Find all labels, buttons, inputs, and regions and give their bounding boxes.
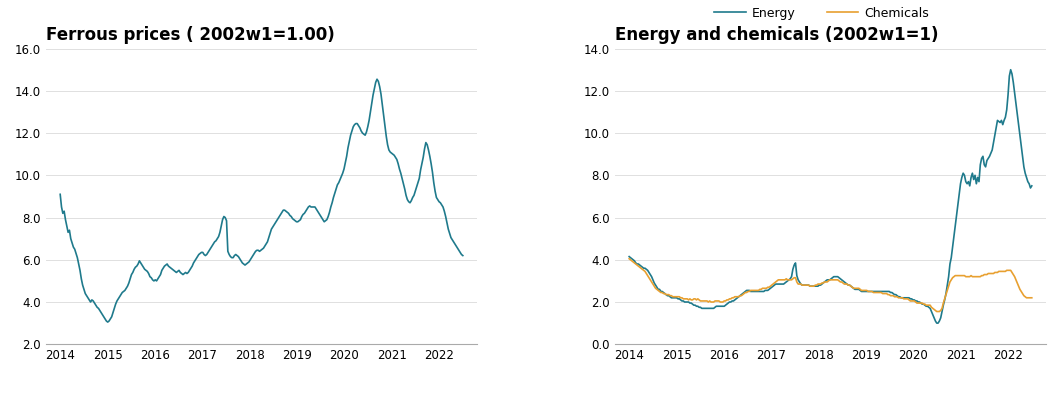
Chemicals [623, 256, 636, 261]
Chemicals [752, 288, 765, 293]
Energy [902, 295, 915, 300]
Energy [764, 286, 777, 291]
Text: Energy and chemicals (2002w1=1): Energy and chemicals (2002w1=1) [615, 26, 939, 44]
Chemicals [812, 281, 824, 286]
Chemicals [930, 309, 943, 314]
Chemicals [902, 296, 915, 301]
Text: Ferrous prices ( 2002w1=1.00): Ferrous prices ( 2002w1=1.00) [46, 26, 334, 44]
Chemicals [764, 284, 777, 289]
Energy [1025, 183, 1038, 188]
Chemicals [1025, 295, 1038, 300]
Energy [915, 301, 927, 305]
Energy [930, 321, 943, 326]
Line: Chemicals: Chemicals [629, 259, 1031, 311]
Energy [1005, 67, 1017, 72]
Energy [812, 284, 824, 289]
Energy [623, 254, 636, 259]
Energy [752, 289, 765, 294]
Energy [979, 164, 992, 169]
Legend: Energy, Chemicals: Energy, Chemicals [710, 2, 935, 25]
Line: Energy: Energy [629, 70, 1031, 323]
Chemicals [915, 301, 927, 305]
Chemicals [979, 272, 992, 277]
